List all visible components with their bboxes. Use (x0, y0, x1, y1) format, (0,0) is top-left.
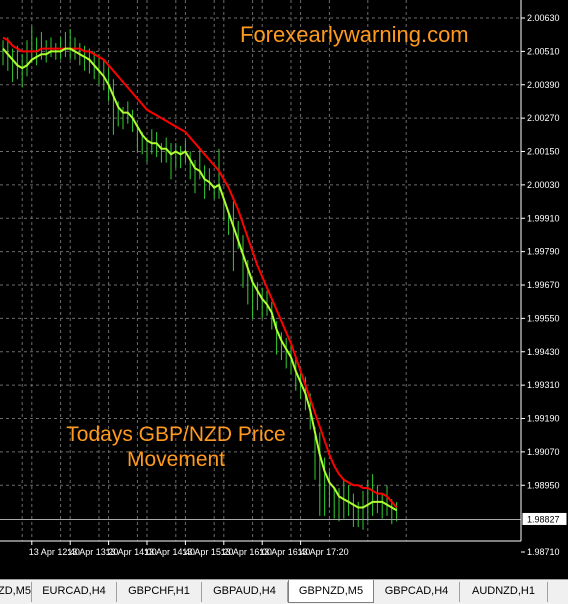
tab-audnzd-h1[interactable]: AUDNZD,H1 (460, 582, 548, 602)
price-bars (2, 26, 398, 530)
chart-grid (0, 0, 521, 541)
caption-line-1: Todays GBP/NZD Price (66, 423, 286, 446)
price-tick-label: 2.00270 (527, 113, 560, 123)
time-tick-label: 13 Apr 16:40 (259, 547, 310, 557)
price-tick-label: 2.00510 (527, 46, 560, 56)
chart-axes (0, 0, 522, 542)
current-price-label: 1.98827 (527, 514, 560, 524)
price-tick-label: 2.00390 (527, 80, 560, 90)
price-tick-label: 1.99190 (527, 414, 560, 424)
time-tick-label: 13 Apr 14:40 (144, 547, 195, 557)
chart-caption: Todays GBP/NZD Price Movement (48, 422, 304, 472)
price-tick-label: 1.99910 (527, 213, 560, 223)
tab-gbpaud-h4[interactable]: GBPAUD,H4 (202, 582, 288, 602)
price-tick-label: 2.00030 (527, 180, 560, 190)
price-tick-label: 1.98710 (527, 547, 560, 557)
price-tick-label: 1.99310 (527, 380, 560, 390)
price-tick-label: 1.98950 (527, 480, 560, 490)
tab-eurcad-h4[interactable]: EURCAD,H4 (32, 582, 117, 602)
chart-tab-bar: GBPNZD,M5EURCAD,H4GBPCHF,H1GBPAUD,H4GBPN… (0, 579, 568, 604)
price-tick-label: 1.99430 (527, 347, 560, 357)
time-tick-label: 13 Apr 13:20 (67, 547, 118, 557)
price-tick-label: 1.99670 (527, 280, 560, 290)
time-tick-label: 13 Apr 12:40 (29, 547, 80, 557)
caption-line-2: Movement (126, 448, 226, 471)
current-price-marker: 1.98827 (521, 511, 568, 526)
price-tick-label: 1.99550 (527, 313, 560, 323)
time-tick-label: 13 Apr 15:20 (182, 547, 233, 557)
tab-gbpchf-h1[interactable]: GBPCHF,H1 (117, 582, 202, 602)
tab-gbpnzd-m5[interactable]: GBPNZD,M5 (288, 580, 374, 603)
price-tick-label: 2.00150 (527, 147, 560, 157)
price-chart[interactable]: 2.00630 2.00510 2.00390 2.00270 2.00150 2.000… (0, 0, 568, 579)
price-axis-labels: 2.00630 2.00510 2.00390 2.00270 2.00150 2.000… (521, 13, 560, 557)
price-tick-label: 2.00630 (527, 13, 560, 23)
price-tick-label: 1.99790 (527, 247, 560, 257)
time-tick-label: 13 Apr 14:00 (106, 547, 157, 557)
tab-gbpcad-h4[interactable]: GBPCAD,H4 (374, 582, 460, 602)
price-tick-label: 1.99070 (527, 447, 560, 457)
tab-gbpnzd-m5-left[interactable]: GBPNZD,M5 (0, 582, 32, 602)
time-tick-label: 13 Apr 17:20 (298, 547, 349, 557)
time-tick-label: 13 Apr 16:00 (221, 547, 272, 557)
brand-watermark: Forexearlywarning.com (240, 22, 469, 47)
fast-moving-average-line (2, 47, 398, 512)
